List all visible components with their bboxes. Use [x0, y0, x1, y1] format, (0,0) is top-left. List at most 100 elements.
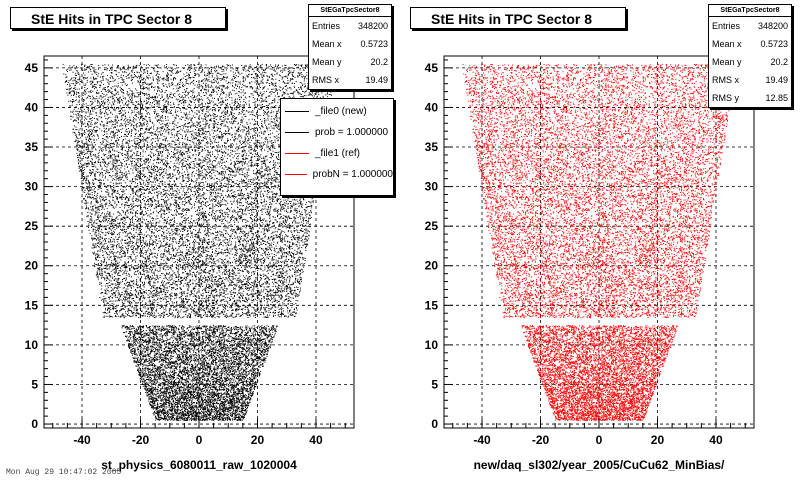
hit-point — [157, 131, 159, 133]
hit-point — [200, 315, 202, 317]
hit-point — [214, 121, 216, 123]
hit-point — [196, 296, 198, 298]
hit-point — [118, 130, 120, 132]
hit-point — [292, 93, 294, 95]
hit-point — [305, 224, 307, 226]
hit-point — [209, 81, 211, 82]
hit-point — [101, 282, 102, 284]
hit-point — [110, 308, 112, 310]
hit-point — [261, 145, 263, 147]
hit-point — [223, 218, 225, 220]
hit-point — [251, 257, 253, 259]
hit-point — [206, 97, 208, 99]
hit-point — [164, 168, 166, 170]
hit-point — [113, 134, 115, 136]
hit-point — [95, 230, 97, 232]
hit-point — [272, 312, 274, 314]
hit-point — [272, 67, 274, 68]
hit-point — [204, 238, 205, 240]
hit-point — [202, 217, 204, 218]
hit-point — [216, 145, 218, 146]
hit-point — [125, 98, 126, 100]
hit-point — [287, 308, 289, 310]
hit-point — [140, 85, 142, 87]
hit-point — [222, 158, 224, 160]
hit-point — [89, 215, 91, 217]
hit-point — [151, 309, 153, 311]
hit-point — [92, 129, 94, 131]
hit-point — [187, 155, 189, 157]
hit-point — [215, 265, 217, 267]
hit-point — [292, 276, 294, 277]
hit-point — [230, 186, 232, 188]
hit-point — [283, 248, 285, 250]
hit-point — [160, 242, 162, 244]
hit-point — [182, 190, 184, 192]
hit-point — [241, 281, 243, 283]
hit-point — [202, 82, 204, 84]
hit-point — [92, 182, 93, 184]
hit-point — [251, 249, 253, 251]
hit-point — [94, 226, 96, 228]
hit-point — [180, 128, 182, 130]
hit-point — [136, 295, 137, 297]
hit-point — [128, 232, 130, 234]
hit-point — [230, 171, 232, 173]
hit-point — [232, 68, 234, 70]
hit-point — [218, 210, 220, 212]
hit-point — [88, 126, 89, 128]
hit-point — [263, 296, 265, 298]
hit-point — [108, 291, 110, 293]
hit-point — [136, 198, 138, 200]
hit-point — [123, 278, 125, 280]
hit-point — [180, 187, 182, 189]
hit-point — [230, 168, 232, 170]
hit-point — [292, 256, 294, 258]
hit-point — [150, 203, 152, 205]
hit-point — [270, 293, 272, 295]
hit-point — [81, 169, 82, 171]
hit-point — [246, 75, 248, 77]
hit-point — [86, 163, 88, 165]
hit-point — [245, 198, 247, 200]
hit-point — [260, 285, 261, 287]
hit-point — [183, 100, 185, 102]
hit-point — [234, 258, 236, 260]
hit-point — [105, 139, 107, 141]
hit-point — [224, 176, 225, 178]
hit-point — [275, 231, 277, 233]
hit-point — [216, 308, 218, 310]
hit-point — [77, 67, 79, 69]
hit-point — [110, 280, 112, 282]
hit-point — [256, 294, 258, 296]
hit-point — [184, 123, 186, 125]
hit-point — [256, 84, 258, 86]
hit-point — [112, 135, 114, 137]
hit-point — [239, 104, 241, 105]
hit-point — [256, 139, 258, 141]
hit-point — [126, 305, 128, 307]
hit-point — [98, 212, 100, 214]
hit-point — [244, 116, 246, 118]
hit-point — [173, 262, 175, 263]
hit-point — [177, 280, 179, 282]
hit-point — [118, 281, 120, 283]
hit-point — [85, 202, 87, 204]
hit-point — [102, 232, 104, 234]
hit-point — [303, 86, 305, 88]
hit-point — [218, 137, 220, 139]
hit-point — [141, 260, 143, 262]
hit-point — [108, 91, 110, 93]
hit-point — [161, 159, 163, 161]
hit-point — [149, 235, 151, 237]
hit-point — [229, 248, 231, 250]
hit-point — [250, 137, 252, 139]
hit-point — [236, 183, 238, 185]
hit-point — [77, 159, 79, 161]
hit-point — [76, 148, 78, 150]
hit-point — [153, 138, 155, 140]
hit-point — [142, 146, 144, 148]
hit-point — [229, 291, 231, 293]
hit-point — [281, 78, 283, 80]
hit-point — [62, 63, 64, 65]
